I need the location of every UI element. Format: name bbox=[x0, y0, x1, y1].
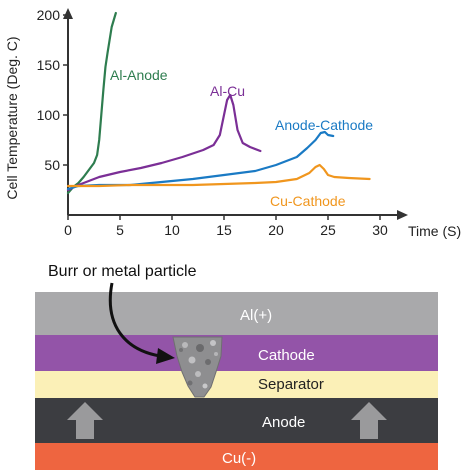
layer-cu bbox=[35, 443, 438, 470]
y-tick-label: 100 bbox=[37, 107, 61, 123]
x-ticks: 0 5 10 15 20 25 30 bbox=[64, 215, 388, 238]
x-tick-label: 25 bbox=[320, 222, 336, 238]
series-lines bbox=[66, 11, 371, 195]
layer-label-al: Al(+) bbox=[240, 307, 272, 324]
x-tick-label: 5 bbox=[116, 222, 124, 238]
series-label-anode-cathode: Anode-Cathode bbox=[275, 117, 373, 133]
up-arrow-right bbox=[351, 402, 387, 439]
up-arrow-left bbox=[67, 402, 103, 439]
series-label-al-cu: Al-Cu bbox=[210, 83, 245, 99]
series-line-al-anode bbox=[66, 11, 117, 195]
x-tick-label: 15 bbox=[216, 222, 232, 238]
y-ticks: 50 100 150 200 bbox=[37, 7, 68, 173]
callout-arrowhead bbox=[156, 348, 175, 364]
temperature-chart: 0 5 10 15 20 25 30 50 100 150 200 Time (S) Cell T… bbox=[4, 7, 461, 239]
callout-arrow bbox=[108, 282, 161, 358]
x-axis-arrow bbox=[397, 210, 408, 220]
battery-layer-diagram: Burr or metal particle Al(+) Cathode Sep… bbox=[35, 263, 438, 470]
callout-label: Burr or metal particle bbox=[48, 263, 197, 280]
series-line-cu-cathode bbox=[66, 163, 371, 188]
y-axis-arrow bbox=[63, 8, 73, 19]
x-tick-label: 0 bbox=[64, 222, 72, 238]
series-label-al-anode: Al-Anode bbox=[110, 67, 168, 83]
x-axis-label: Time (S) bbox=[408, 223, 461, 239]
y-tick-label: 150 bbox=[37, 57, 61, 73]
series-line-al-cu bbox=[66, 93, 262, 192]
y-tick-label: 200 bbox=[37, 7, 61, 23]
layer-label-anode: Anode bbox=[262, 414, 305, 431]
burr-particle bbox=[172, 336, 223, 398]
layer-al bbox=[35, 292, 438, 335]
layer-label-cu: Cu(-) bbox=[222, 450, 256, 467]
x-tick-label: 20 bbox=[268, 222, 284, 238]
x-tick-label: 30 bbox=[372, 222, 388, 238]
layer-cathode bbox=[35, 335, 438, 371]
series-label-cu-cathode: Cu-Cathode bbox=[270, 193, 346, 209]
y-axis-label: Cell Temperature (Deg. C) bbox=[4, 36, 20, 199]
layer-label-separator: Separator bbox=[258, 376, 324, 393]
layer-separator bbox=[35, 371, 438, 398]
x-tick-label: 10 bbox=[164, 222, 180, 238]
y-tick-label: 50 bbox=[44, 157, 60, 173]
layer-label-cathode: Cathode bbox=[258, 347, 315, 364]
